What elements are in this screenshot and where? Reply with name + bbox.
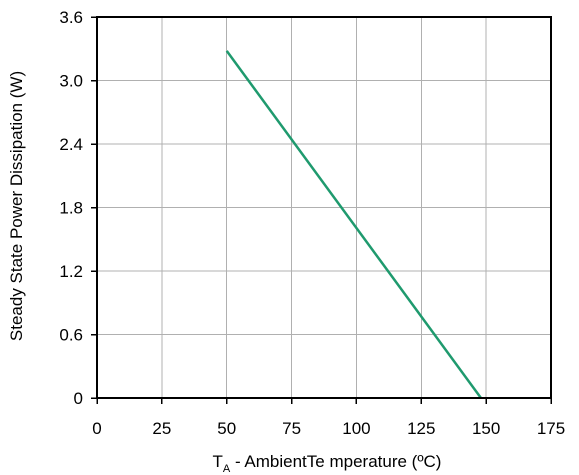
y-axis-title: Steady State Power Dissipation (W)	[7, 71, 26, 341]
x-axis-title-subscript: A	[223, 463, 231, 475]
x-tick-label: 25	[152, 419, 171, 438]
y-tick-label: 0	[74, 389, 83, 408]
y-tick-label: 1.2	[59, 262, 83, 281]
series-layer	[225, 50, 482, 399]
x-tick-label: 150	[472, 419, 500, 438]
x-axis-title-main: T	[213, 452, 223, 471]
x-tick-label: 125	[407, 419, 435, 438]
x-tick-label: 75	[282, 419, 301, 438]
grid-layer	[97, 17, 551, 398]
x-axis-title-rest: - AmbientTe mperature (ºC)	[230, 452, 441, 471]
x-tick-label: 100	[342, 419, 370, 438]
x-tick-label: 0	[92, 419, 101, 438]
y-tick-label: 2.4	[59, 135, 83, 154]
y-tick-labels: 0 0.6 1.2 1.8 2.4 3.0 3.6	[59, 8, 83, 408]
x-tick-label: 50	[217, 419, 236, 438]
y-tick-label: 3.0	[59, 72, 83, 91]
tick-layer	[91, 16, 552, 404]
x-tick-label: 175	[537, 419, 565, 438]
y-tick-label: 3.6	[59, 8, 83, 27]
y-tick-label: 1.8	[59, 199, 83, 218]
x-tick-labels: 0 25 50 75 100 125 150 175	[92, 419, 565, 438]
power-derating-line	[225, 50, 482, 399]
y-tick-label: 0.6	[59, 326, 83, 345]
x-axis-title: TA - AmbientTe mperature (ºC)	[213, 452, 442, 475]
